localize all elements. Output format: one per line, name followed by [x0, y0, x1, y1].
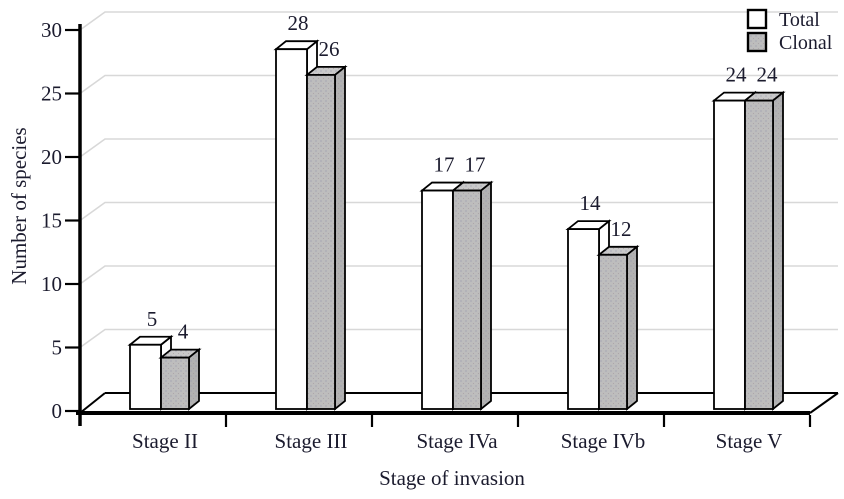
value-label-total: 5 — [147, 307, 158, 331]
category-label: Stage III — [275, 429, 348, 453]
bars — [127, 39, 786, 411]
y-tick-label: 0 — [52, 399, 63, 423]
bar-total — [713, 99, 746, 410]
y-tick-label: 25 — [41, 82, 62, 106]
bar-clonal-side — [772, 90, 784, 411]
grid-line — [79, 138, 838, 158]
bar-group-stage-v — [711, 90, 786, 411]
value-label-clonal: 17 — [465, 153, 486, 177]
bar-clonal-side — [480, 180, 492, 411]
bar-group-stage-iii — [273, 39, 348, 411]
bar-total — [129, 343, 162, 410]
y-tick-label: 10 — [41, 272, 62, 296]
value-label-clonal: 24 — [757, 63, 779, 87]
legend-swatch-total — [746, 8, 768, 30]
y-tick-label: 20 — [41, 145, 62, 169]
bar-clonal — [452, 189, 482, 410]
floor-left-edge — [79, 392, 106, 414]
bar-clonal — [598, 253, 628, 410]
bar-clonal — [160, 356, 190, 410]
bar-total — [567, 228, 600, 410]
bar-clonal — [306, 74, 336, 410]
bar-group-stage-ii — [127, 334, 202, 411]
category-label: Stage V — [716, 429, 783, 453]
legend-swatch-clonal — [746, 31, 768, 53]
grid-line — [79, 74, 838, 95]
bar-total — [421, 189, 454, 410]
value-label-clonal: 4 — [178, 320, 189, 344]
value-label-total: 24 — [726, 63, 748, 87]
value-label-total: 14 — [580, 191, 602, 215]
legend-label-clonal: Clonal — [779, 32, 833, 54]
bar-clonal-side — [626, 244, 638, 411]
category-label: Stage IVa — [416, 429, 498, 453]
grid-line — [79, 201, 838, 222]
legend: Total Clonal — [746, 8, 833, 54]
value-label-total: 17 — [434, 153, 455, 177]
floor-right-edge — [809, 392, 839, 414]
value-label-clonal: 12 — [611, 217, 632, 241]
y-axis-title: Number of species — [7, 127, 31, 284]
bar-clonal-side — [188, 347, 200, 411]
x-axis-title: Stage of invasion — [379, 466, 525, 490]
value-label-total: 28 — [288, 11, 309, 35]
legend-item-total: Total — [746, 8, 820, 31]
bar-total — [275, 48, 308, 410]
y-tick-label: 30 — [41, 18, 62, 42]
bar-clonal — [744, 99, 774, 410]
y-tick-label: 15 — [41, 209, 62, 233]
bar-group-stage-ivb — [565, 219, 640, 411]
bar-clonal-side — [334, 65, 346, 411]
bar-group-stage-iva — [419, 180, 494, 411]
y-tick-label: 5 — [52, 336, 63, 360]
axes — [65, 24, 812, 427]
category-label: Stage II — [132, 429, 198, 453]
value-label-clonal: 26 — [319, 37, 340, 61]
category-label: Stage IVb — [561, 429, 646, 453]
grid-line — [79, 11, 838, 31]
legend-label-total: Total — [779, 9, 820, 31]
legend-item-clonal: Clonal — [746, 31, 833, 54]
